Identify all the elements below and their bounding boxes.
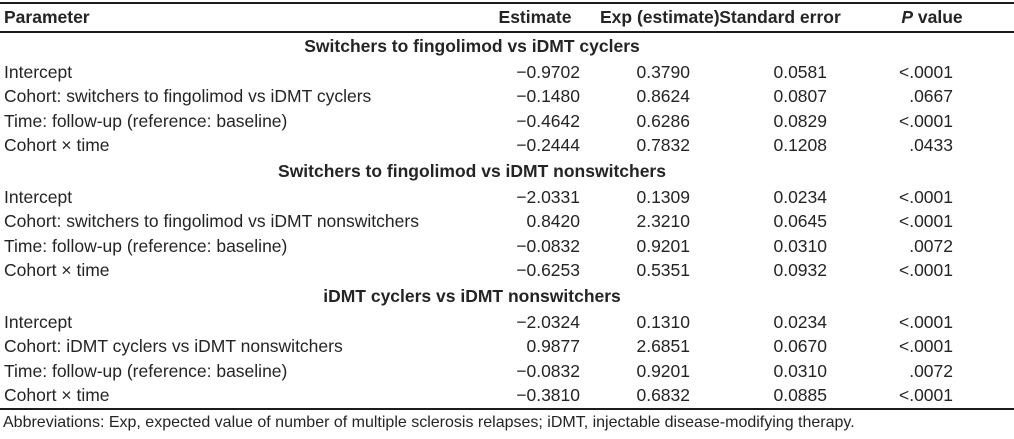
estimate-cell: −2.0331 [516,186,580,207]
standard-error-cell: 0.0645 [773,211,827,232]
standard-error-cell: 0.0807 [773,86,827,107]
p-value-cell: .0072 [909,235,953,256]
table-row: Intercept −2.0324 0.1310 0.0234 <.0001 [0,310,1014,335]
table-row: Cohort: switchers to fingolimod vs iDMT … [0,85,1014,110]
exp-estimate-cell: 0.7832 [636,135,690,156]
parameter-cell: Cohort: switchers to fingolimod vs iDMT … [4,86,372,107]
p-value-cell: <.0001 [898,61,953,82]
estimate-cell: −0.9702 [516,61,580,82]
table-row: Time: follow-up (reference: baseline) −0.… [0,109,1014,134]
p-value-cell: .0433 [909,135,953,156]
column-header-p-value: P value [850,3,1014,33]
parameter-cell: Cohort × time [4,385,110,406]
estimate-cell: −0.6253 [516,260,580,281]
standard-error-cell: 0.0234 [773,186,827,207]
parameter-cell: Cohort × time [4,135,110,156]
section-header: Switchers to fingolimod vs iDMT cyclers [304,36,640,56]
parameter-cell: Intercept [4,61,73,82]
exp-estimate-cell: 0.8624 [636,86,690,107]
standard-error-cell: 0.0581 [773,61,827,82]
p-value-cell: <.0001 [898,336,953,357]
table-row: Time: follow-up (reference: baseline) −0.… [0,234,1014,259]
standard-error-cell: 0.0932 [773,260,827,281]
standard-error-cell: 0.0310 [773,235,827,256]
table-row: Time: follow-up (reference: baseline) −0.… [0,359,1014,384]
parameter-cell: Cohort: switchers to fingolimod vs iDMT … [4,211,419,232]
exp-estimate-cell: 0.1309 [636,186,690,207]
estimate-cell: −0.1480 [516,86,580,107]
p-value-rest: value [913,7,963,27]
standard-error-cell: 0.1208 [773,135,827,156]
p-value-cell: <.0001 [898,211,953,232]
column-header-estimate: Estimate [470,3,600,33]
table-row: Cohort: switchers to fingolimod vs iDMT … [0,210,1014,235]
table-row: Cohort: iDMT cyclers vs iDMT nonswitcher… [0,335,1014,360]
standard-error-cell: 0.0885 [773,385,827,406]
parameter-cell: Intercept [4,186,73,207]
table-row: Cohort × time −0.6253 0.5351 0.0932 <.0001 [0,259,1014,284]
parameter-cell: Cohort: iDMT cyclers vs iDMT nonswitcher… [4,336,343,357]
parameter-cell: Cohort × time [4,260,110,281]
abbreviations-footnote: Abbreviations: Exp, expected value of nu… [3,414,855,431]
exp-estimate-cell: 0.3790 [636,61,690,82]
standard-error-cell: 0.0310 [773,360,827,381]
p-value-italic-p: P [901,7,914,27]
p-value-cell: .0072 [909,360,953,381]
column-header-exp-estimate: Exp (estimate) [600,3,720,33]
estimate-cell: 0.9877 [526,336,580,357]
estimate-cell: −2.0324 [516,311,580,332]
parameter-cell: Time: follow-up (reference: baseline) [4,110,288,131]
section-row: Switchers to fingolimod vs iDMT nonswitc… [0,158,1014,185]
exp-estimate-cell: 2.6851 [636,336,690,357]
standard-error-cell: 0.0234 [773,311,827,332]
column-header-standard-error: Standard error [710,3,850,33]
table-body: Switchers to fingolimod vs iDMT cyclers I… [0,32,1014,409]
p-value-cell: .0667 [909,86,953,107]
section-header: Switchers to fingolimod vs iDMT nonswitc… [278,161,666,181]
estimate-cell: −0.4642 [516,110,580,131]
exp-estimate-cell: 0.9201 [636,360,690,381]
estimate-cell: −0.0832 [516,360,580,381]
column-header-parameter: Parameter [0,3,470,33]
parameter-cell: Time: follow-up (reference: baseline) [4,360,288,381]
estimate-cell: −0.2444 [516,135,580,156]
parameter-estimates-table: Parameter Estimate Exp (estimate) Standa… [0,2,1014,410]
section-row: Switchers to fingolimod vs iDMT cyclers [0,32,1014,60]
p-value-cell: <.0001 [898,311,953,332]
table-row: Intercept −0.9702 0.3790 0.0581 <.0001 [0,60,1014,85]
parameter-cell: Time: follow-up (reference: baseline) [4,235,288,256]
estimate-cell: 0.8420 [526,211,580,232]
parameter-cell: Intercept [4,311,73,332]
p-value-cell: <.0001 [898,186,953,207]
p-value-cell: <.0001 [898,385,953,406]
section-header: iDMT cyclers vs iDMT nonswitchers [323,286,621,306]
table-row: Cohort × time −0.2444 0.7832 0.1208 .0433 [0,134,1014,159]
exp-estimate-cell: 2.3210 [636,211,690,232]
exp-estimate-cell: 0.6286 [636,110,690,131]
estimate-cell: −0.0832 [516,235,580,256]
table-row: Cohort × time −0.3810 0.6832 0.0885 <.0001 [0,384,1014,410]
estimate-cell: −0.3810 [516,385,580,406]
p-value-cell: <.0001 [898,260,953,281]
exp-estimate-cell: 0.1310 [636,311,690,332]
table-row: Intercept −2.0331 0.1309 0.0234 <.0001 [0,185,1014,210]
exp-estimate-cell: 0.9201 [636,235,690,256]
exp-estimate-cell: 0.6832 [636,385,690,406]
section-row: iDMT cyclers vs iDMT nonswitchers [0,283,1014,310]
standard-error-cell: 0.0829 [773,110,827,131]
p-value-cell: <.0001 [898,110,953,131]
standard-error-cell: 0.0670 [773,336,827,357]
exp-estimate-cell: 0.5351 [636,260,690,281]
table-header-row: Parameter Estimate Exp (estimate) Standa… [0,3,1014,33]
